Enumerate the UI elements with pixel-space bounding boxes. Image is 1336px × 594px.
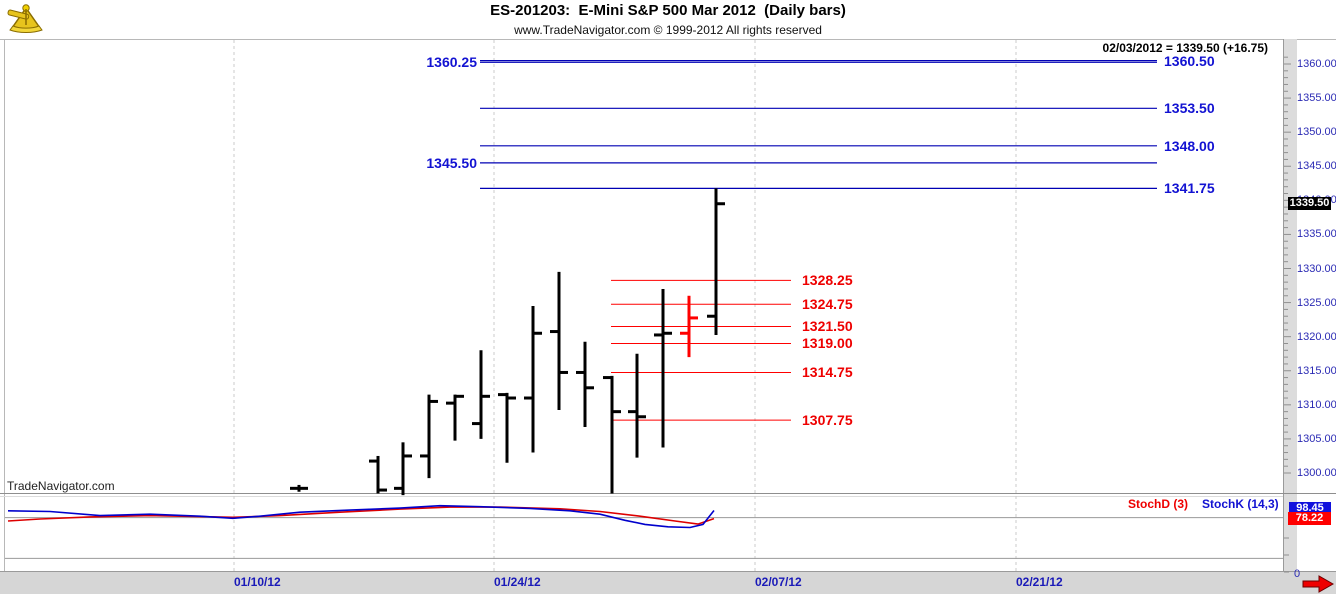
pane-left-border	[4, 39, 5, 571]
blue-level-label-left: 1345.50	[426, 154, 477, 171]
y-axis-price-label: 1320.00	[1297, 330, 1336, 343]
time-axis-strip	[0, 571, 1336, 594]
scroll-forward-arrow-icon[interactable]	[1300, 574, 1336, 594]
y-axis-price-label: 1330.00	[1297, 262, 1336, 275]
stochk-curve	[7, 504, 715, 529]
header-divider	[0, 39, 1336, 40]
stochd-value-badge: 78.22	[1288, 512, 1331, 525]
price-axis-tick-strip	[1283, 39, 1297, 571]
red-level-label: 1328.25	[802, 272, 853, 289]
y-axis-price-label: 1360.00	[1297, 58, 1336, 70]
blue-level-label-right: 1353.50	[1164, 100, 1215, 117]
red-level-label: 1319.00	[802, 335, 853, 352]
y-axis-price-label: 1300.00	[1297, 467, 1336, 479]
stochk-value-badge: 98.45	[1289, 502, 1331, 514]
chart-title: ES-201203: E-Mini S&P 500 Mar 2012 (Dail…	[490, 2, 846, 19]
pane-separator-light	[0, 496, 1283, 497]
blue-level-label-right: 1348.00	[1164, 137, 1215, 154]
y-axis-price-label: 1345.00	[1297, 160, 1336, 173]
last-quote-readout: 02/03/2012 = 1339.50 (+16.75)	[1102, 41, 1268, 55]
legend-stochk[interactable]: StochK (14,3)	[1202, 497, 1279, 511]
y-axis-price-label: 1350.00	[1297, 126, 1336, 139]
last-price-badge: 1339.50	[1288, 197, 1331, 210]
y-axis-price-label: 1315.00	[1297, 364, 1336, 377]
red-level-label: 1324.75	[802, 296, 853, 313]
y-axis-price-label: 1355.00	[1297, 92, 1336, 105]
red-level-label: 1314.75	[802, 364, 853, 381]
legend-stochd[interactable]: StochD (3)	[1128, 497, 1188, 511]
y-axis-price-label: 1310.00	[1297, 398, 1336, 411]
watermark-text: TradeNavigator.com	[7, 479, 115, 493]
y-axis-price-label: 1325.00	[1297, 296, 1336, 309]
blue-level-label-left: 1360.25	[426, 54, 477, 71]
y-axis-price-label: 1335.00	[1297, 228, 1336, 241]
red-level-label: 1307.75	[802, 412, 853, 429]
red-level-label: 1321.50	[802, 318, 853, 335]
blue-level-label-right: 1341.75	[1164, 180, 1215, 197]
stoch-axis-zero-label: 0	[1294, 568, 1301, 580]
y-axis-price-label: 1305.00	[1297, 432, 1336, 445]
sextant-logo-icon	[7, 4, 43, 34]
pane-separator	[0, 493, 1336, 494]
chart-subtitle: www.TradeNavigator.com © 1999-2012 All r…	[514, 23, 822, 37]
stochd-curve	[7, 506, 715, 525]
